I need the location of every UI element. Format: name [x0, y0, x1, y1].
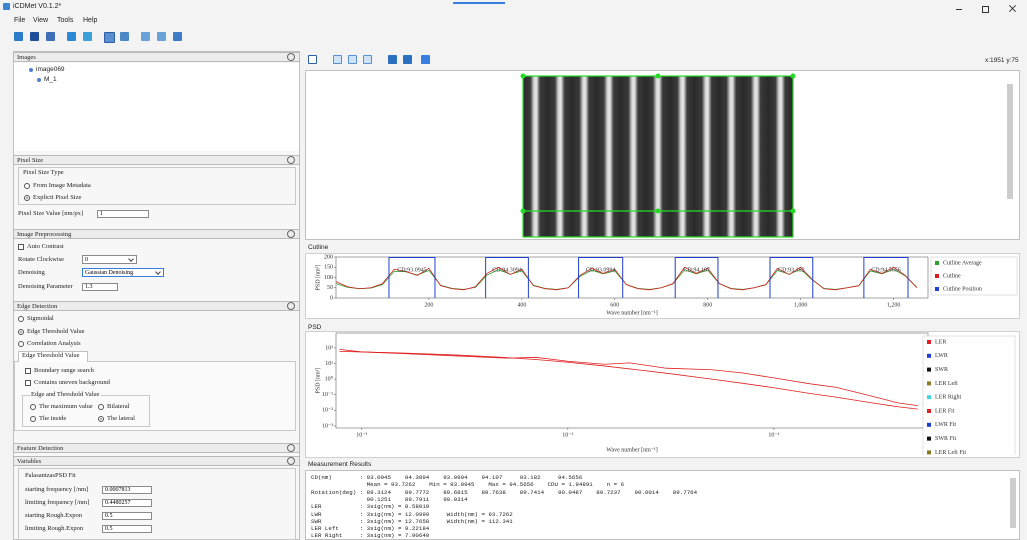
legend-swatch — [927, 368, 931, 372]
y-tick-label: 150 — [324, 265, 333, 271]
cd-label: CD:93.182 — [778, 267, 805, 273]
x-axis-label: Wave number [nm⁻¹] — [606, 447, 657, 453]
y-tick-label: 10⁻³ — [322, 423, 333, 429]
x-tick-label: 200 — [424, 302, 433, 308]
y-axis-label: PSD [nm²] — [315, 265, 321, 291]
legend-label: LER Right — [935, 395, 962, 401]
legend-label: Cutline Average — [943, 260, 982, 266]
y-tick-label: 10² — [325, 345, 333, 351]
plot-area — [336, 333, 928, 428]
x-tick-label: 600 — [610, 302, 619, 308]
y-tick-label: 100 — [324, 275, 333, 281]
legend-label: LER Left — [935, 380, 958, 387]
plot-area — [336, 257, 928, 298]
y-axis-label: PSD [nm²] — [315, 368, 321, 394]
y-tick-label: 200 — [324, 254, 333, 260]
legend-label: LWR Fit — [935, 422, 956, 428]
legend-swatch — [927, 395, 931, 399]
cd-label: CD:93.0994 — [586, 267, 616, 273]
y-tick-label: 10⁻¹ — [322, 392, 333, 398]
legend-swatch — [927, 409, 931, 413]
legend-swatch — [927, 354, 931, 358]
cd-label: CD:94.3094 — [492, 267, 522, 273]
x-tick-label: 800 — [703, 302, 712, 308]
y-tick-label: 50 — [327, 285, 333, 291]
legend-swatch — [935, 274, 939, 278]
cd-label: CD:94.107 — [683, 267, 710, 273]
legend-swatch — [927, 450, 931, 454]
x-tick-label: 400 — [517, 302, 526, 308]
y-tick-label: 10⁰ — [325, 375, 334, 382]
legend-label: SWR Fit — [935, 436, 957, 442]
x-tick-label: 10⁻² — [562, 432, 573, 438]
series-line — [340, 351, 918, 409]
x-tick-label: 1,200 — [887, 302, 901, 308]
legend-label: LWR — [935, 353, 948, 359]
cd-label: CD:93.0945 — [397, 267, 427, 273]
x-axis-label: Wave number [nm⁻¹] — [606, 310, 657, 316]
legend-label: LER — [935, 339, 946, 345]
legend-swatch — [927, 381, 931, 385]
legend-swatch — [935, 261, 939, 265]
legend-label: LER Left Fit — [935, 449, 966, 456]
x-tick-label: 10⁻³ — [356, 432, 367, 438]
charts: 200 400 600 800 1,000 1,200 0 50 100 150 200 Wave n… — [0, 0, 1027, 540]
legend: Cutline Average Cutline Cutline Position — [931, 257, 1017, 295]
y-tick-label: 10⁻² — [322, 408, 333, 414]
y-tick-label: 10¹ — [325, 361, 333, 367]
x-tick-label: 1,000 — [794, 302, 808, 308]
legend-label: LER Fit — [935, 408, 955, 414]
series-line — [340, 349, 918, 405]
cd-label: CD:94.5656 — [871, 267, 901, 273]
app-window: iCDMet V0.1.2* File View Tools Help Imag… — [0, 0, 1027, 540]
legend-swatch — [935, 287, 939, 291]
legend-label: SWR — [935, 367, 948, 373]
legend: LER LWR SWR LER Left LER Right LER Fit LWR Fit… — [923, 336, 1015, 461]
legend-swatch — [927, 437, 931, 441]
y-tick-label: 0 — [330, 295, 333, 301]
legend-swatch — [927, 423, 931, 427]
x-tick-label: 10⁻¹ — [768, 432, 779, 438]
legend-swatch — [927, 340, 931, 344]
legend-label: Cutline Position — [943, 286, 982, 292]
legend-label: Cutline — [943, 273, 961, 279]
